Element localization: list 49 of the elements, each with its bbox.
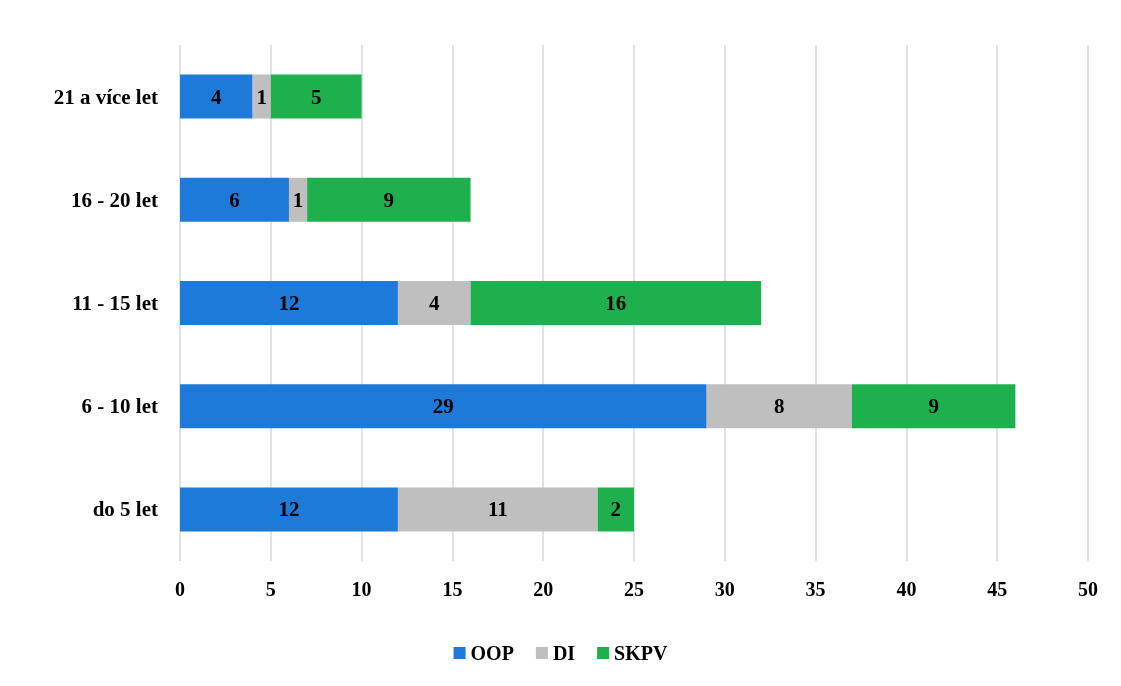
bar — [252, 74, 271, 119]
bar — [397, 281, 471, 325]
y-tick-label: 11 - 15 let — [72, 291, 159, 315]
data-label: 6 — [229, 187, 240, 212]
x-tick-label: 45 — [987, 578, 1008, 600]
y-tick-label: 6 - 10 let — [81, 394, 158, 419]
bar — [180, 74, 253, 119]
bar — [706, 384, 852, 429]
bar — [270, 74, 362, 119]
data-label: 9 — [928, 394, 939, 419]
bar — [180, 487, 398, 532]
x-tick-label: 0 — [175, 578, 185, 600]
x-tick-label: 35 — [805, 578, 826, 600]
data-label: 16 — [605, 291, 627, 315]
bar — [180, 177, 289, 222]
bar — [180, 281, 398, 325]
data-label: 5 — [310, 84, 322, 109]
bar — [597, 487, 634, 532]
legend-label: DI — [552, 642, 576, 664]
data-label: 4 — [428, 291, 440, 315]
bar — [851, 384, 1016, 429]
x-tick-label: 40 — [896, 578, 917, 600]
y-tick-label: do 5 let — [92, 497, 159, 522]
x-tick-label: 15 — [442, 578, 463, 600]
data-label: 4 — [211, 84, 223, 109]
bar — [180, 384, 707, 429]
x-tick-label: 10 — [351, 578, 372, 600]
x-tick-label: 30 — [714, 578, 735, 600]
bar — [307, 177, 471, 222]
legend-label: SKPV — [614, 642, 668, 664]
data-label: 9 — [383, 187, 395, 212]
data-label: 1 — [292, 187, 304, 212]
x-tick-label: 5 — [265, 578, 276, 600]
data-label: 2 — [610, 497, 622, 522]
data-label: 29 — [432, 394, 454, 419]
bar — [397, 487, 598, 532]
bar — [470, 281, 762, 325]
data-label: 12 — [278, 291, 300, 315]
y-tick-label: 16 - 20 let — [71, 187, 158, 212]
x-tick-label: 20 — [533, 578, 554, 600]
data-label: 11 — [487, 497, 508, 522]
data-label: 8 — [774, 394, 785, 419]
data-label: 12 — [278, 497, 300, 522]
y-tick-label: 21 a více let — [53, 84, 159, 109]
data-label: 1 — [256, 84, 267, 109]
legend-label: OOP — [470, 642, 514, 664]
x-tick-label: 25 — [624, 578, 644, 600]
x-tick-label: 50 — [1078, 578, 1098, 600]
bar — [288, 177, 308, 222]
